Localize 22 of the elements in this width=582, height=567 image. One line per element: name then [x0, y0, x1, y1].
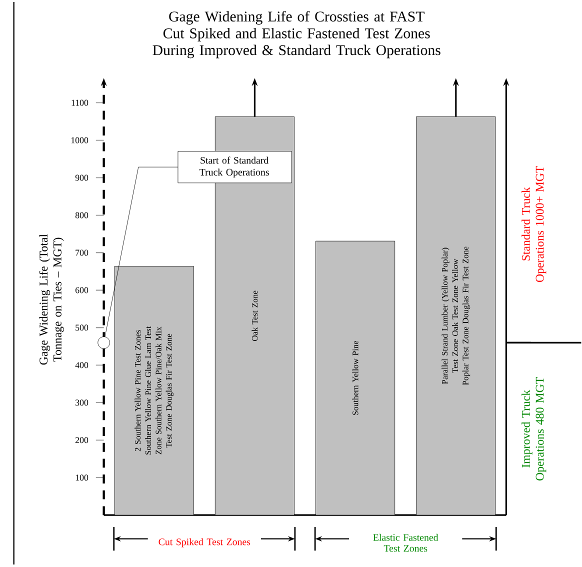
x-tick-label: Oak Test Zone: [252, 291, 258, 342]
x-tick-label: Parallel Strand Lumber (Yellow Poplar) Test Zone Oak Test Zone Yellow Poplar Test Zone Douglas Fir Test Zone: [442, 246, 470, 386]
text: Cut Spiked Test Zones: [158, 538, 250, 548]
y-tick-label: 1000: [71, 138, 88, 144]
y-tick-label: 800: [75, 212, 88, 218]
text: Improved Truck Operations 480 MGT: [522, 377, 546, 481]
x-tick-label: Southern Yellow Pine: [352, 341, 358, 416]
chart-title: Gage Widening Life of Crossties at FAST Cut Spiked and Elastic Fastened Test Zones During Improved & Standard Truck Operations: [152, 11, 440, 58]
x-tick-label: 2 Southern Yellow Pine Test Zones Southern Yellow Pine Glue Lam Test Zone Southern Yellow Pine/Oak Mix Test Zone Douglas Fir Test Zone: [134, 326, 174, 455]
annotation: Start of Standard Truck Operations: [200, 156, 269, 178]
text: Elastic Fastened Test Zones: [373, 534, 438, 552]
y-tick-label: 900: [75, 174, 88, 181]
y-tick-label: 500: [76, 324, 88, 331]
text: Standard Truck Operations 1000+ MGT: [522, 166, 546, 282]
y-axis-title: Gage Widening Life (Total Tonnage on Ties – MGT): [39, 234, 64, 365]
y-tick-label: 400: [75, 362, 88, 368]
y-tick-label: 700: [76, 250, 88, 256]
y-tick-label: 1100: [72, 100, 88, 106]
y-tick-label: 200: [75, 437, 88, 444]
y-tick-label: 300: [76, 400, 88, 406]
y-tick-label: 100: [76, 474, 88, 481]
y-tick-label: 600: [75, 287, 88, 294]
